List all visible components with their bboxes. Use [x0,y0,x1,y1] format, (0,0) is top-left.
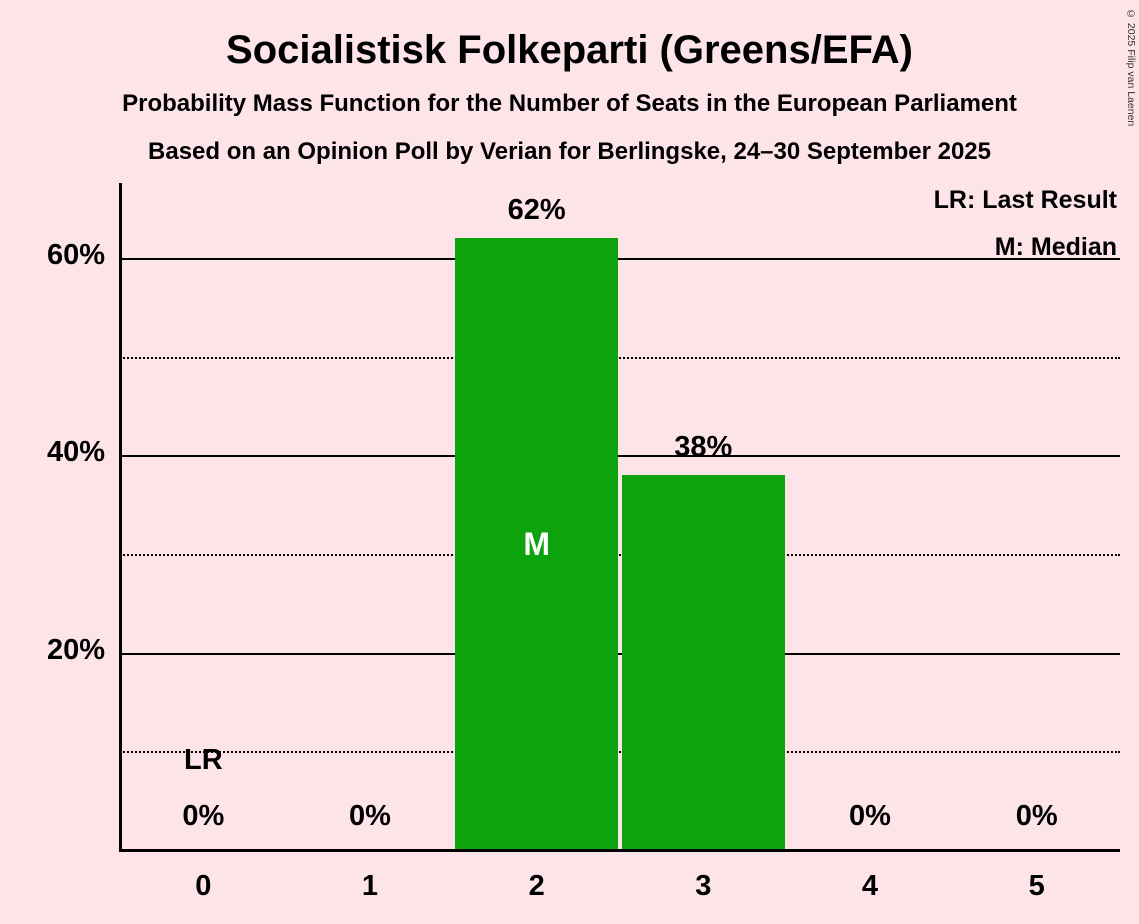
bar-seats-3 [621,475,786,850]
x-axis-tick-4: 4 [861,870,879,902]
bar-value-label-2: 62% [507,194,566,227]
x-axis-tick-5: 5 [1028,870,1045,902]
y-axis-tick-20pct: 20% [46,633,105,666]
x-axis-tick-2: 2 [528,870,545,902]
bar-value-label-4: 0% [849,800,891,832]
bar-seats-2 [454,238,619,850]
chart-subtitle-line2: Based on an Opinion Poll by Verian for B… [148,138,991,165]
bar-value-label-1: 0% [349,800,391,832]
x-axis-tick-1: 1 [361,870,379,902]
bar-value-label-5: 0% [1015,800,1058,832]
x-axis-tick-0: 0 [195,870,212,902]
gridline-major-40pct [120,455,1120,458]
page-title: Socialistisk Folkeparti (Greens/EFA) [226,28,913,72]
legend-last-result: LR: Last Result [933,186,1117,214]
copyright-notice: © 2025 Filip van Laenen [1125,8,1137,127]
legend-median: M: Median [994,233,1117,261]
y-axis-tick-40pct: 40% [46,436,105,469]
gridline-major-60pct [120,258,1120,260]
gridline-major-20pct [120,652,1120,655]
median-marker: M [523,526,550,562]
gridline-minor-50pct [120,356,1120,359]
last-result-marker: LR [183,744,223,776]
y-axis-tick-60pct: 60% [46,239,105,271]
gridline-minor-10pct [120,751,1120,754]
y-axis-line [119,183,122,850]
gridline-minor-30pct [120,554,1120,556]
bar-value-label-0: 0% [182,800,225,832]
x-axis-line [119,849,1120,852]
bar-value-label-3: 38% [674,431,733,464]
x-axis-tick-3: 3 [695,870,712,902]
chart-subtitle-line1: Probability Mass Function for the Number… [122,90,1017,117]
